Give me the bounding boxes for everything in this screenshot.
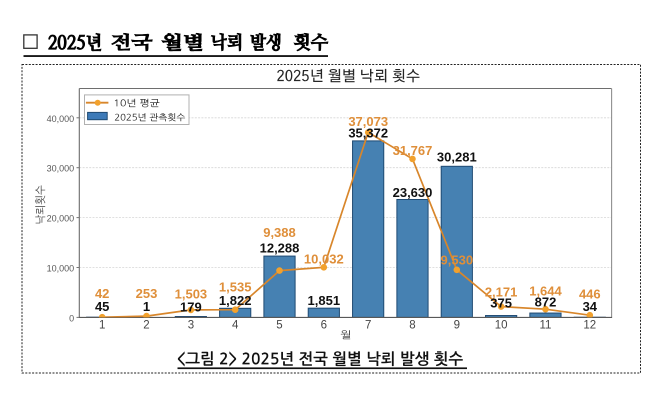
svg-text:7: 7 <box>365 320 371 332</box>
svg-text:10,000: 10,000 <box>47 264 75 274</box>
svg-text:11: 11 <box>540 320 552 332</box>
svg-text:10,032: 10,032 <box>304 251 344 266</box>
svg-text:12,288: 12,288 <box>260 241 300 256</box>
svg-text:179: 179 <box>180 300 202 315</box>
svg-text:1: 1 <box>99 320 105 332</box>
svg-text:0: 0 <box>69 313 74 323</box>
svg-text:6: 6 <box>321 320 327 332</box>
svg-text:30,281: 30,281 <box>437 149 477 164</box>
svg-text:1,535: 1,535 <box>219 279 252 294</box>
svg-text:1: 1 <box>143 299 150 314</box>
svg-text:1,503: 1,503 <box>175 286 208 301</box>
svg-text:2,171: 2,171 <box>485 284 518 299</box>
svg-text:40,000: 40,000 <box>47 114 75 124</box>
svg-text:5: 5 <box>276 320 282 332</box>
svg-text:9,530: 9,530 <box>441 252 474 267</box>
svg-text:23,630: 23,630 <box>393 185 433 200</box>
svg-text:1,851: 1,851 <box>308 293 341 308</box>
svg-text:1,644: 1,644 <box>529 283 562 298</box>
svg-text:45: 45 <box>95 299 109 314</box>
svg-text:10: 10 <box>495 320 508 332</box>
svg-text:2: 2 <box>143 320 149 332</box>
svg-text:1,822: 1,822 <box>219 293 252 308</box>
svg-text:31,767: 31,767 <box>393 143 433 158</box>
svg-text:3: 3 <box>188 320 194 332</box>
svg-text:9,388: 9,388 <box>263 225 296 240</box>
svg-text:42: 42 <box>95 286 109 301</box>
svg-text:9: 9 <box>454 320 460 332</box>
svg-text:37,073: 37,073 <box>348 114 388 129</box>
svg-text:253: 253 <box>136 286 158 301</box>
svg-text:12: 12 <box>583 320 596 332</box>
svg-text:8: 8 <box>409 320 415 332</box>
svg-text:4: 4 <box>232 320 239 332</box>
svg-text:446: 446 <box>579 287 601 302</box>
svg-text:30,000: 30,000 <box>47 164 75 174</box>
svg-text:20,000: 20,000 <box>47 214 75 224</box>
